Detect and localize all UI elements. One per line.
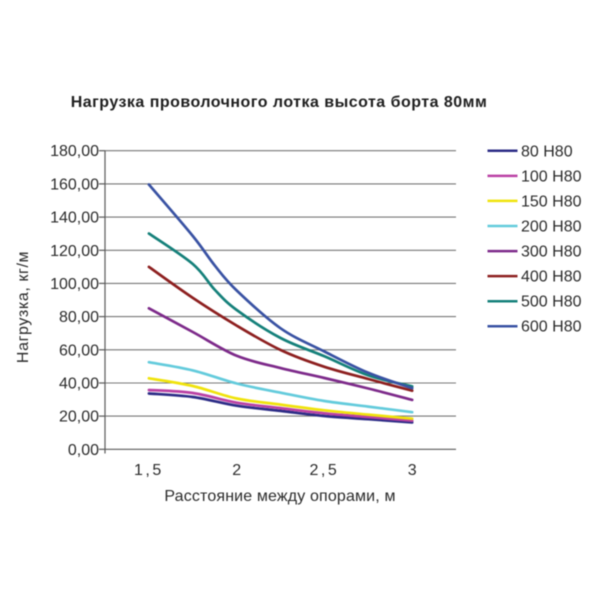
svg-text:400 H80: 400 H80 (521, 269, 582, 286)
svg-text:0,00: 0,00 (68, 442, 99, 459)
svg-text:60,00: 60,00 (59, 342, 99, 359)
svg-text:150 H80: 150 H80 (521, 193, 582, 210)
svg-text:600 H80: 600 H80 (521, 319, 582, 336)
svg-text:80 H80: 80 H80 (521, 143, 573, 160)
svg-text:120,00: 120,00 (50, 243, 99, 260)
svg-text:100 H80: 100 H80 (521, 168, 582, 185)
svg-text:1,5: 1,5 (134, 462, 164, 479)
svg-text:3: 3 (408, 462, 417, 479)
svg-text:140,00: 140,00 (50, 210, 99, 227)
svg-text:Расстояние между опорами, м: Расстояние между опорами, м (164, 488, 395, 505)
svg-text:2: 2 (232, 462, 241, 479)
svg-text:100,00: 100,00 (50, 276, 99, 293)
svg-text:200 H80: 200 H80 (521, 219, 582, 236)
svg-text:20,00: 20,00 (59, 409, 99, 426)
svg-text:300 H80: 300 H80 (521, 244, 582, 261)
svg-text:500 H80: 500 H80 (521, 294, 582, 311)
svg-text:2,5: 2,5 (310, 462, 340, 479)
svg-text:40,00: 40,00 (59, 376, 99, 393)
svg-text:Нагрузка, кг/м: Нагрузка, кг/м (15, 251, 32, 363)
svg-text:80,00: 80,00 (59, 309, 99, 326)
svg-text:180,00: 180,00 (50, 143, 99, 160)
svg-text:Нагрузка проволочного лотка вы: Нагрузка проволочного лотка высота борта… (71, 94, 488, 111)
svg-text:160,00: 160,00 (50, 176, 99, 193)
